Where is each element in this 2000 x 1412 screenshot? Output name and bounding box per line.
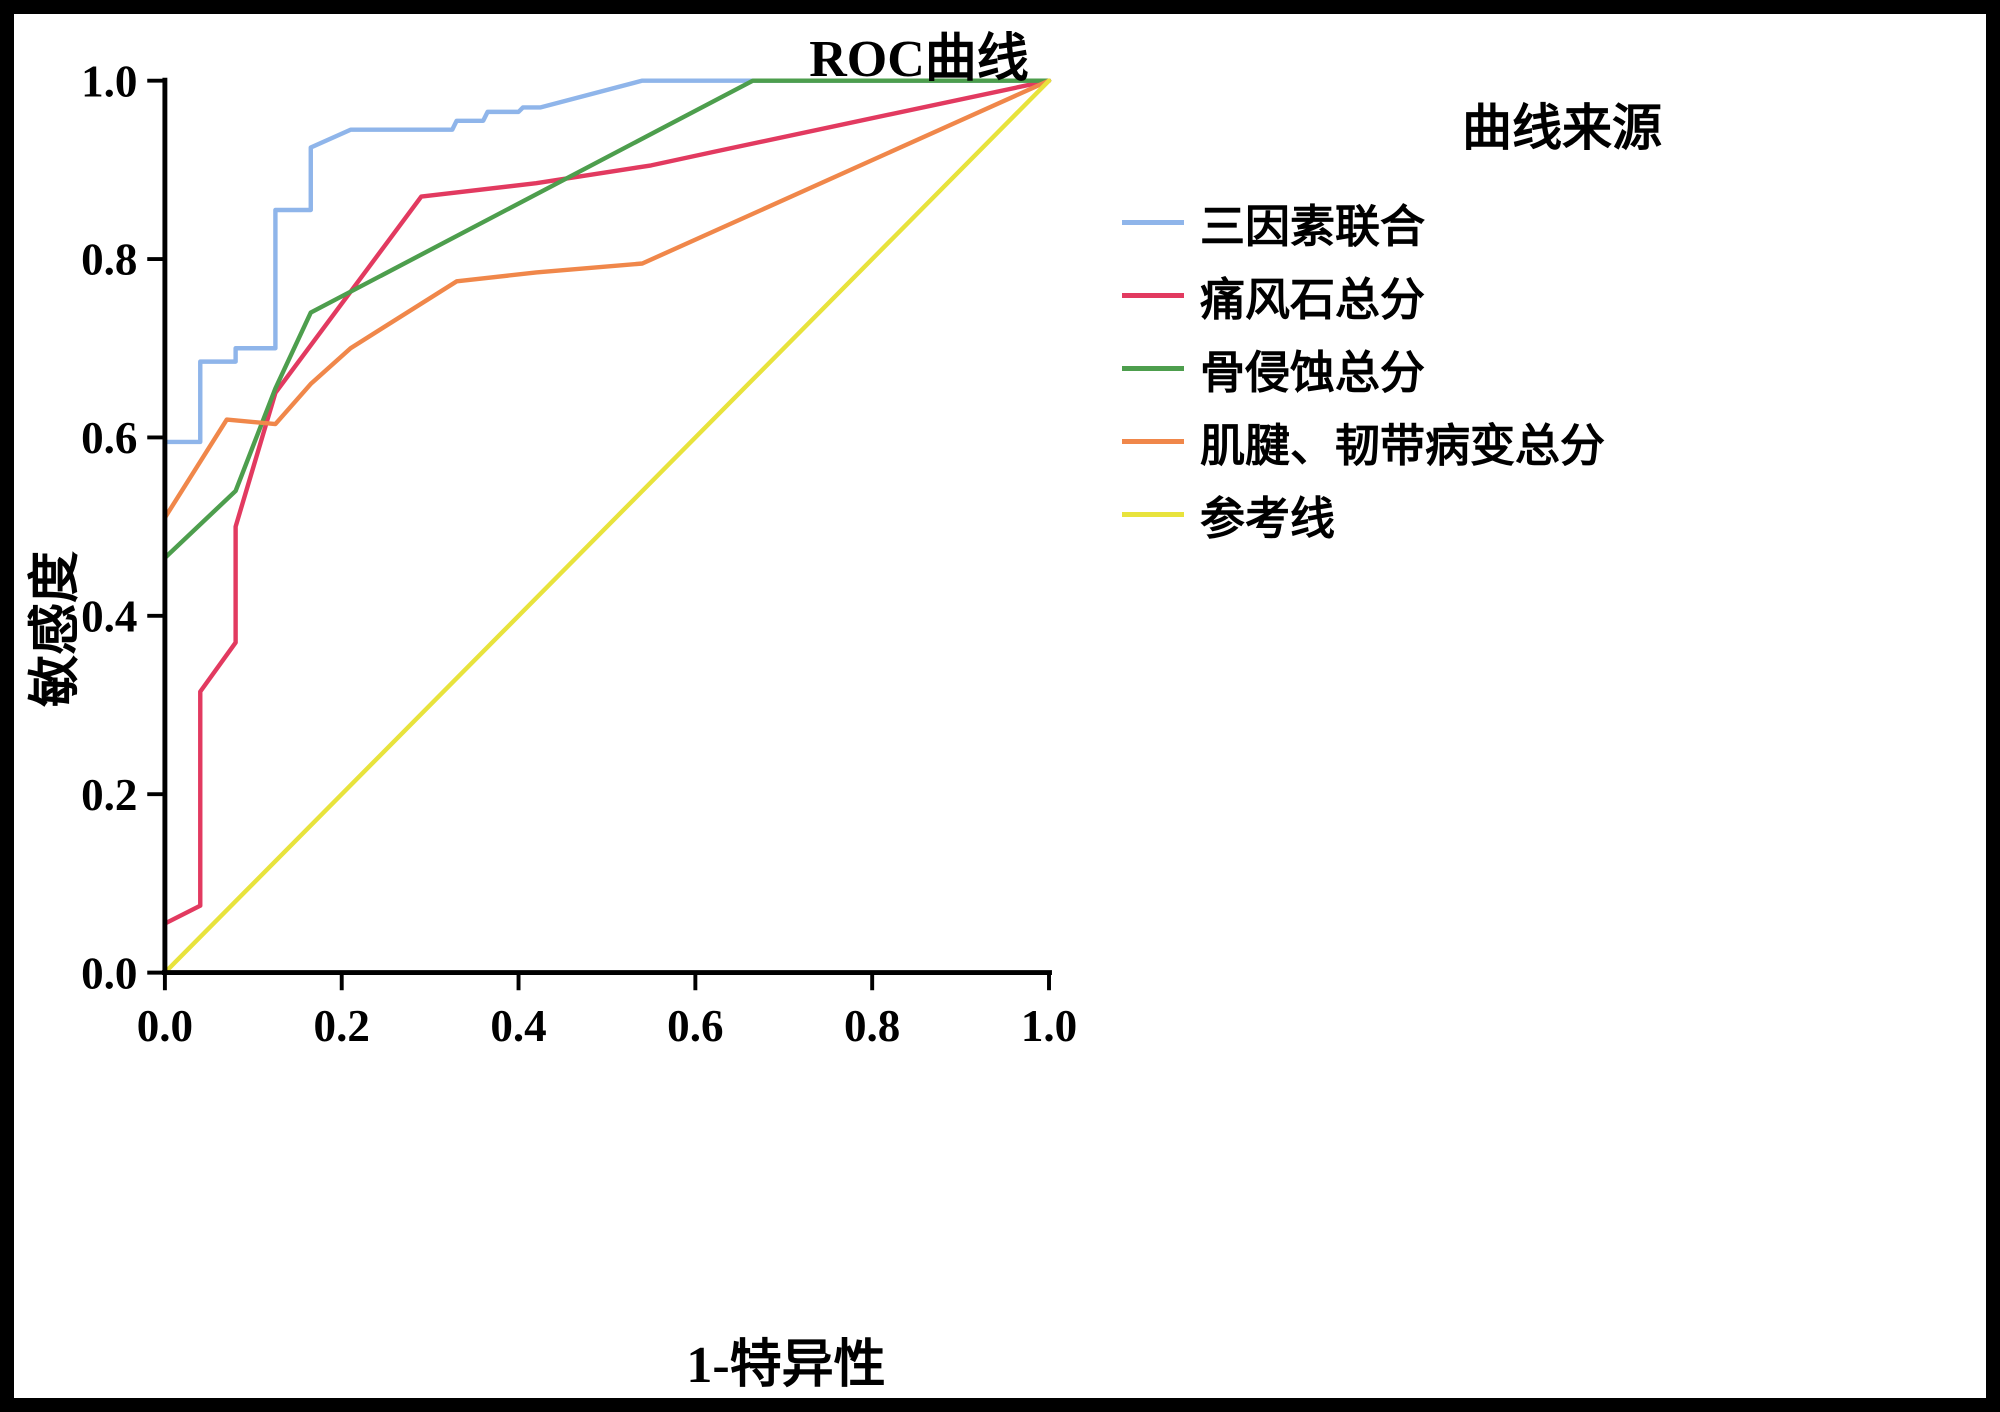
y-tick-label: 0.2	[81, 770, 137, 820]
roc-chart-canvas: 0.0 0.2 0.4 0.6 0.8 1.0 0.0 0.2 0.4 0.6 0.8 1.0	[81, 56, 1077, 1051]
legend-item-label: 肌腱、韧带病变总分	[1200, 421, 1606, 471]
x-tick-label: 0.6	[667, 1001, 723, 1051]
y-tick-label: 0.4	[81, 592, 137, 642]
roc-curve-0	[162, 78, 1052, 975]
legend: 曲线来源 三因素联合痛风石总分骨侵蚀总分肌腱、韧带病变总分 参考线	[1122, 88, 1986, 551]
legend-swatch-line	[1122, 293, 1184, 298]
roc-curve-2	[162, 78, 1052, 561]
legend-item: 骨侵蚀总分	[1122, 332, 1986, 405]
y-tick-label: 1.0	[81, 56, 137, 106]
legend-item-label: 参考线	[1200, 494, 1336, 544]
x-tick-label: 1.0	[1021, 1001, 1077, 1051]
x-axis-label: 1-特异性	[686, 1337, 886, 1394]
legend-swatch-line	[1122, 366, 1184, 371]
x-tick-label: 0.4	[490, 1001, 546, 1051]
y-tick-label: 0.8	[81, 235, 137, 285]
roc-curve-4	[162, 78, 1052, 975]
y-tick-label: 0.0	[81, 948, 137, 998]
y-tick-label: 0.6	[81, 413, 137, 463]
y-axis-label: 敏感度	[27, 550, 85, 708]
legend-item-label: 三因素联合	[1200, 202, 1426, 252]
x-tick-label: 0.0	[137, 1001, 193, 1051]
legend-item: 参考线	[1122, 478, 1986, 551]
legend-swatch-line	[1122, 512, 1184, 517]
legend-swatch-line	[1122, 439, 1184, 444]
chart-title: ROC曲线	[809, 31, 1029, 88]
legend-item: 痛风石总分	[1122, 259, 1986, 332]
legend-items: 三因素联合痛风石总分骨侵蚀总分肌腱、韧带病变总分 参考线	[1122, 186, 1986, 551]
roc-curve-1	[162, 78, 1052, 926]
x-tick-label: 0.2	[314, 1001, 370, 1051]
x-tick-label: 0.8	[844, 1001, 900, 1051]
legend-item-label: 骨侵蚀总分	[1200, 348, 1426, 398]
roc-curve-3	[162, 78, 1052, 520]
legend-item: 肌腱、韧带病变总分	[1122, 405, 1986, 478]
legend-swatch-line	[1122, 220, 1184, 225]
legend-item: 三因素联合	[1122, 186, 1986, 259]
legend-item-label: 痛风石总分	[1200, 275, 1426, 325]
legend-title: 曲线来源	[1462, 100, 1662, 156]
